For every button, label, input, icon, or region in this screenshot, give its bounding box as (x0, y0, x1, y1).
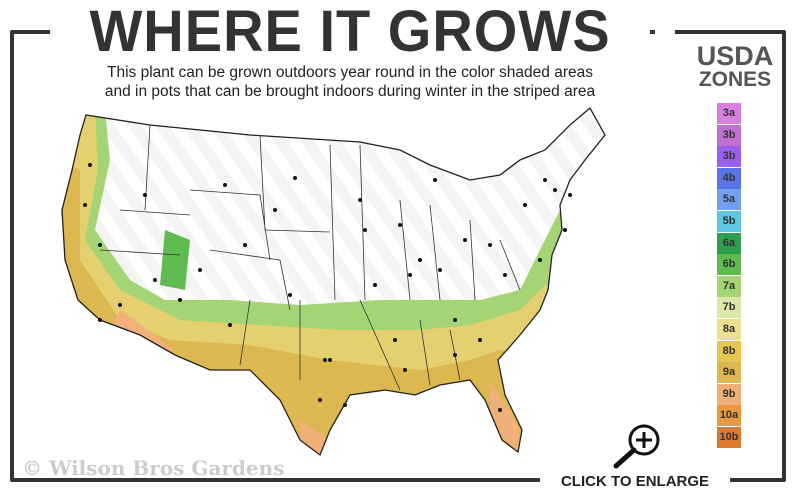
city-dot (153, 278, 157, 282)
city-dot (118, 303, 122, 307)
city-dot (453, 318, 457, 322)
city-dot (358, 198, 362, 202)
city-dot (98, 243, 102, 247)
city-dot (178, 298, 182, 302)
subtitle: This plant can be grown outdoors year ro… (40, 63, 660, 101)
subtitle-line-1: This plant can be grown outdoors year ro… (107, 64, 593, 81)
city-dot (83, 203, 87, 207)
zone-swatch-9b: 9b (717, 383, 741, 405)
page-title: WHERE IT GROWS (50, 0, 650, 64)
legend-title-usda: USDA (696, 41, 774, 71)
city-dot (418, 258, 422, 262)
city-dot (463, 238, 467, 242)
legend-title-zones: ZONES (698, 68, 772, 91)
zone-swatch-5a: 5a (717, 189, 741, 211)
city-dot (328, 358, 332, 362)
city-dot (363, 228, 367, 232)
zone-swatch-10a: 10a (717, 405, 741, 427)
zone-swatch-9a: 9a (717, 362, 741, 384)
magnifier-zoom-icon[interactable] (608, 420, 668, 470)
city-dot (288, 293, 292, 297)
city-dot (228, 323, 232, 327)
subtitle-line-2: and in pots that can be brought indoors … (104, 83, 596, 100)
city-dot (503, 273, 507, 277)
copyright-watermark: © Wilson Bros Gardens (22, 456, 285, 480)
zone-swatch-6a: 6a (717, 232, 741, 254)
city-dot (98, 318, 102, 322)
zone-swatch-3a: 3a (717, 103, 741, 124)
city-dot (88, 163, 92, 167)
city-dot (538, 258, 542, 262)
city-dot (453, 353, 457, 357)
city-dot (223, 183, 227, 187)
us-hardiness-map[interactable] (40, 100, 630, 460)
city-dot (553, 188, 557, 192)
city-dot (323, 358, 327, 362)
zone-swatch-5b: 5b (717, 210, 741, 232)
city-dot (478, 338, 482, 342)
city-dot (438, 268, 442, 272)
zone-swatch-8b: 8b (717, 340, 741, 362)
zone-swatch-10b: 10b (717, 426, 741, 448)
legend-title: USDA ZONES (680, 41, 790, 92)
city-dot (498, 408, 502, 412)
zone-swatch-3b: 3b (717, 146, 741, 168)
city-dot (343, 403, 347, 407)
city-dot (243, 243, 247, 247)
city-dot (523, 203, 527, 207)
zone-swatch-8a: 8a (717, 318, 741, 340)
city-dot (273, 208, 277, 212)
zone-swatch-3b: 3b (717, 124, 741, 146)
city-dot (543, 178, 547, 182)
city-dot (568, 193, 572, 197)
zone-swatch-7b: 7b (717, 297, 741, 319)
city-dot (488, 243, 492, 247)
zone-swatch-7a: 7a (717, 275, 741, 297)
city-dot (393, 338, 397, 342)
city-dot (408, 273, 412, 277)
zone-swatch-4b: 4b (717, 167, 741, 189)
city-dot (318, 398, 322, 402)
city-dot (198, 268, 202, 272)
city-dot (433, 178, 437, 182)
city-dot (293, 176, 297, 180)
city-dot (563, 228, 567, 232)
city-dot (373, 283, 377, 287)
city-dot (143, 193, 147, 197)
zone-swatch-6b: 6b (717, 254, 741, 276)
city-dot (398, 223, 402, 227)
city-dot (403, 368, 407, 372)
zone-legend: 3a 3b 3b 4b 5a 5b 6a 6b 7a 7b 8a 8b 9a 9b 10a 10b (717, 103, 741, 449)
click-to-enlarge-button[interactable]: CLICK TO ENLARGE (540, 472, 730, 492)
